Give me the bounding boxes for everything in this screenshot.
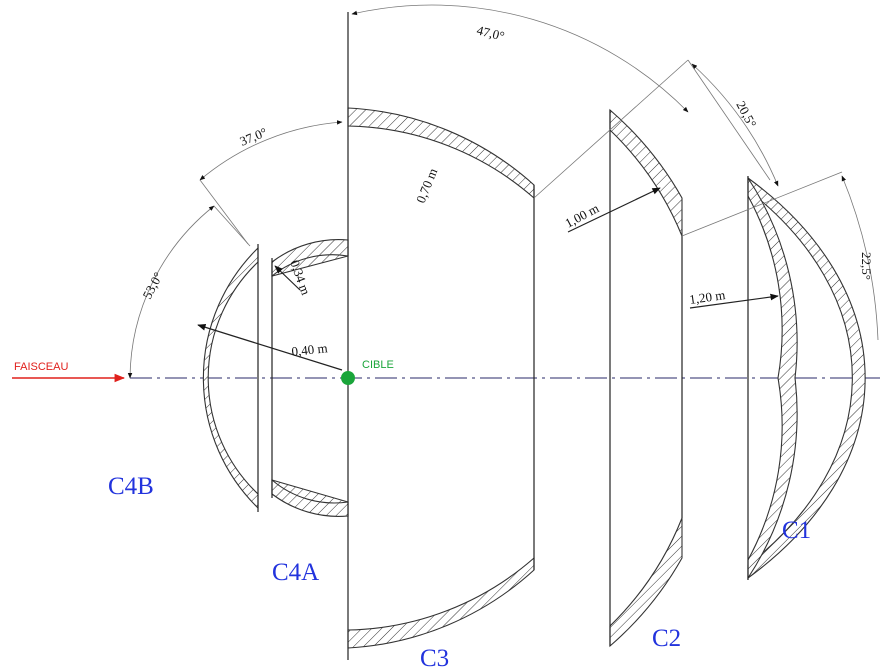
- label-c2: C2: [652, 625, 681, 652]
- c4a-detector: [271, 239, 349, 517]
- label-c4a: C4A: [272, 559, 319, 586]
- radius-label-120: 1,20 m: [688, 287, 726, 307]
- angle-arc-20: [691, 63, 779, 187]
- radius-line-034: [274, 265, 301, 291]
- target-label: CIBLE: [362, 359, 394, 371]
- radius-line-120: [689, 293, 779, 309]
- angle-arc-22: [841, 175, 879, 341]
- target-dot: [341, 371, 355, 385]
- angle-label-22: 22,5°: [859, 252, 874, 280]
- angle-arc-47: [351, 4, 689, 113]
- c1-detector: [747, 176, 866, 580]
- c2-detector: [609, 108, 683, 648]
- radius-line-100: [567, 187, 661, 233]
- label-c1: C1: [782, 517, 811, 544]
- beam-label: FAISCEAU: [14, 361, 68, 373]
- angle-label-47: 47,0°: [475, 22, 506, 43]
- angle-arc-37: [199, 120, 343, 181]
- angle-label-37: 37,0°: [238, 124, 270, 148]
- radius-label-100: 1,00 m: [562, 200, 601, 230]
- angle-label-53: 53,0°: [139, 270, 165, 302]
- radius-label-040: 0,40 m: [291, 340, 328, 359]
- label-c3: C3: [420, 645, 449, 672]
- radius-label-070: 0,70 m: [413, 166, 440, 205]
- c3-detector: [347, 12, 535, 660]
- radius-line-040: [197, 324, 343, 371]
- label-c4b: C4B: [108, 473, 154, 500]
- angle-arc-53: [127, 205, 215, 379]
